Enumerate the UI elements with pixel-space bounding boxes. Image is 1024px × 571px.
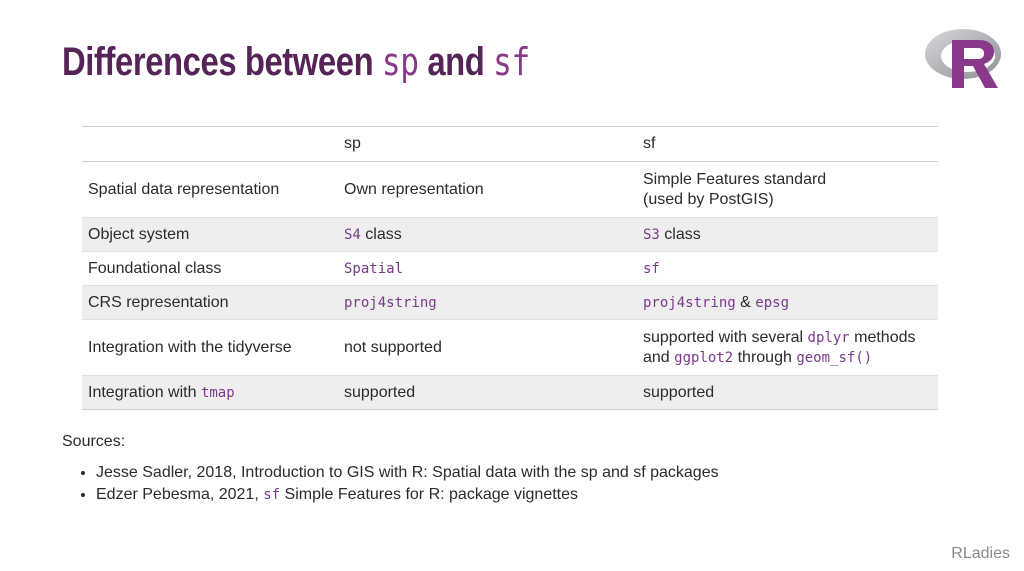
feature-text: Integration with — [88, 383, 201, 401]
footer-brand: RLadies — [951, 545, 1010, 562]
source-text: Edzer Pebesma, 2021, — [96, 486, 264, 503]
sources-heading: Sources: — [62, 433, 126, 450]
cell-sp: S4 class — [338, 217, 637, 252]
sf-line: S3 class — [643, 225, 932, 245]
cell-feature: CRS representation — [82, 285, 338, 320]
comparison-table: sp sf Spatial data representation Own rep… — [82, 126, 938, 410]
cell-feature: Object system — [82, 217, 338, 252]
cell-sf: proj4string & epsg — [637, 285, 938, 320]
cell-sf: Simple Features standard (used by PostGIS… — [637, 161, 938, 218]
title-code-sf: sf — [493, 40, 530, 84]
sp-code: proj4string — [344, 294, 437, 311]
sf-text: methods — [849, 328, 916, 346]
table-row: Integration with tmap supported supported — [82, 375, 938, 410]
cell-feature: Foundational class — [82, 251, 338, 286]
sf-line: (used by PostGIS) — [643, 190, 932, 210]
slide-title: Differences between sp and sf — [62, 40, 530, 85]
source-item: Jesse Sadler, 2018, Introduction to GIS … — [96, 462, 719, 484]
title-text-2: and — [427, 40, 485, 84]
table-row: Foundational class Spatial sf — [82, 251, 938, 286]
sf-text: (used by PostGIS) — [643, 190, 774, 208]
feature-text: Object system — [88, 225, 190, 243]
cell-sp: Own representation — [338, 161, 637, 218]
sf-code: ggplot2 — [674, 349, 734, 366]
cell-sf: sf — [637, 251, 938, 286]
cell-feature: Spatial data representation — [82, 161, 338, 218]
feature-text: Spatial data representation — [88, 180, 280, 198]
sp-text: not supported — [344, 338, 442, 356]
table-row: CRS representation proj4string proj4string… — [82, 285, 938, 320]
sf-text: supported — [643, 383, 715, 401]
sources-list: Jesse Sadler, 2018, Introduction to GIS … — [78, 462, 719, 506]
sp-text: supported — [344, 383, 416, 401]
sf-line: supported with several dplyr methods — [643, 328, 932, 348]
table-row: Object system S4 class S3 class — [82, 217, 938, 252]
sf-code: geom_sf() — [796, 349, 873, 366]
sf-line: sf — [643, 259, 932, 279]
sf-text: & — [735, 293, 756, 311]
sp-text: class — [360, 225, 402, 243]
cell-feature: Integration with the tidyverse — [82, 319, 338, 376]
header-sp: sp — [338, 126, 637, 162]
feature-text: Integration with the tidyverse — [88, 338, 292, 356]
sp-code: S4 — [344, 226, 361, 243]
cell-sp: Spatial — [338, 251, 637, 286]
table-row: Spatial data representation Own represent… — [82, 161, 938, 218]
sf-line: and ggplot2 through geom_sf() — [643, 348, 932, 368]
cell-feature: Integration with tmap — [82, 375, 338, 410]
sf-text: and — [643, 348, 675, 366]
sf-text: class — [659, 225, 701, 243]
source-item: Edzer Pebesma, 2021, sf Simple Features … — [96, 484, 719, 506]
header-sf: sf — [637, 126, 938, 162]
feature-text: CRS representation — [88, 293, 229, 311]
header-feature — [82, 126, 338, 162]
sf-text: Simple Features standard — [643, 170, 827, 188]
sf-text: through — [733, 348, 797, 366]
feature-text: Foundational class — [88, 259, 222, 277]
source-text: Simple Features for R: package vignettes — [280, 486, 578, 503]
sf-code: sf — [643, 260, 660, 277]
source-code: sf — [263, 487, 281, 503]
title-code-sp: sp — [381, 40, 419, 84]
table-header-row: sp sf — [82, 126, 938, 162]
cell-sf: supported with several dplyr methods and … — [637, 319, 938, 376]
sf-line: Simple Features standard — [643, 170, 932, 190]
sf-line: proj4string & epsg — [643, 293, 932, 313]
title-text-1: Differences between — [62, 40, 374, 84]
sp-text: Own representation — [344, 180, 484, 198]
cell-sf: supported — [637, 375, 938, 410]
table-row: Integration with the tidyverse not suppor… — [82, 319, 938, 376]
sp-code: Spatial — [344, 260, 404, 277]
source-text: Jesse Sadler, 2018, Introduction to GIS … — [96, 464, 719, 481]
sf-code: dplyr — [807, 329, 850, 346]
sf-code: S3 — [643, 226, 660, 243]
cell-sp: proj4string — [338, 285, 637, 320]
sf-code: epsg — [755, 294, 789, 311]
cell-sf: S3 class — [637, 217, 938, 252]
sf-line: supported — [643, 383, 932, 403]
cell-sp: not supported — [338, 319, 637, 376]
cell-sp: supported — [338, 375, 637, 410]
sf-code: proj4string — [643, 294, 736, 311]
feature-code: tmap — [200, 384, 235, 401]
r-logo-icon — [925, 29, 1001, 88]
sf-text: supported with several — [643, 328, 808, 346]
